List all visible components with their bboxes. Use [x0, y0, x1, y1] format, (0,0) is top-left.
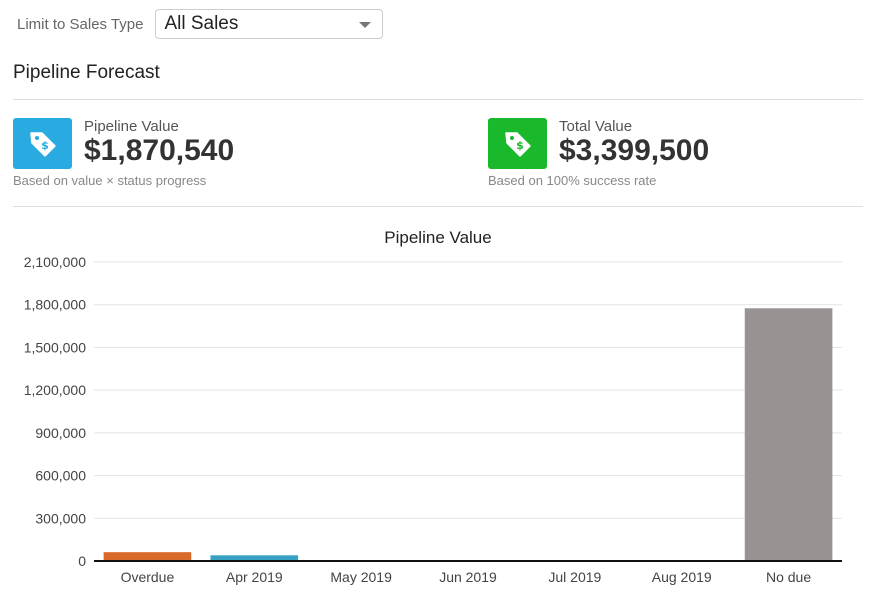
y-tick-label: 300,000: [35, 510, 86, 526]
sales-type-selected-value: All Sales: [164, 13, 239, 34]
kpi-pipeline-label: Pipeline Value: [84, 118, 179, 135]
bar-overdue[interactable]: [103, 552, 192, 561]
chevron-down-icon[interactable]: [359, 22, 372, 28]
tag-dollar-icon: $: [13, 118, 72, 169]
y-tick-label: 1,200,000: [24, 382, 86, 398]
x-tick-label: May 2019: [330, 569, 392, 585]
kpi-total-label: Total Value: [559, 118, 633, 135]
sales-type-label: Limit to Sales Type: [17, 15, 144, 33]
y-tick-label: 1,500,000: [24, 339, 86, 355]
x-tick-label: Jun 2019: [439, 569, 497, 585]
bar-no-due[interactable]: [744, 308, 833, 561]
svg-text:$: $: [516, 139, 524, 152]
x-tick-label: Jul 2019: [548, 569, 601, 585]
y-tick-label: 2,100,000: [24, 254, 86, 270]
x-tick-label: Apr 2019: [226, 569, 283, 585]
y-tick-label: 1,800,000: [24, 297, 86, 313]
svg-text:$: $: [41, 139, 49, 152]
kpi-total-amount: $3,399,500: [559, 134, 710, 167]
x-tick-label: No due: [766, 569, 811, 585]
y-tick-label: 0: [78, 553, 86, 569]
bar-apr-2019[interactable]: [210, 555, 299, 561]
y-tick-label: 600,000: [35, 468, 86, 484]
y-tick-label: 900,000: [35, 425, 86, 441]
tag-dollar-icon: $: [488, 118, 547, 169]
sales-type-filter: Limit to Sales Type All Sales: [17, 8, 384, 40]
x-tick-label: Overdue: [121, 569, 175, 585]
sales-type-select[interactable]: All Sales: [155, 9, 384, 39]
pipeline-value-chart: Pipeline Value 0 300,000 600,000 900,000 1,2…: [24, 228, 842, 585]
section-divider: [13, 99, 863, 100]
kpi-divider: [13, 206, 863, 207]
section-title: Pipeline Forecast: [13, 62, 160, 83]
x-tick-label: Aug 2019: [652, 569, 712, 585]
kpi-total-note: Based on 100% success rate: [488, 173, 657, 188]
chart-title: Pipeline Value: [384, 228, 491, 247]
kpi-pipeline-note: Based on value × status progress: [13, 173, 207, 188]
kpi-pipeline-amount: $1,870,540: [84, 134, 235, 167]
